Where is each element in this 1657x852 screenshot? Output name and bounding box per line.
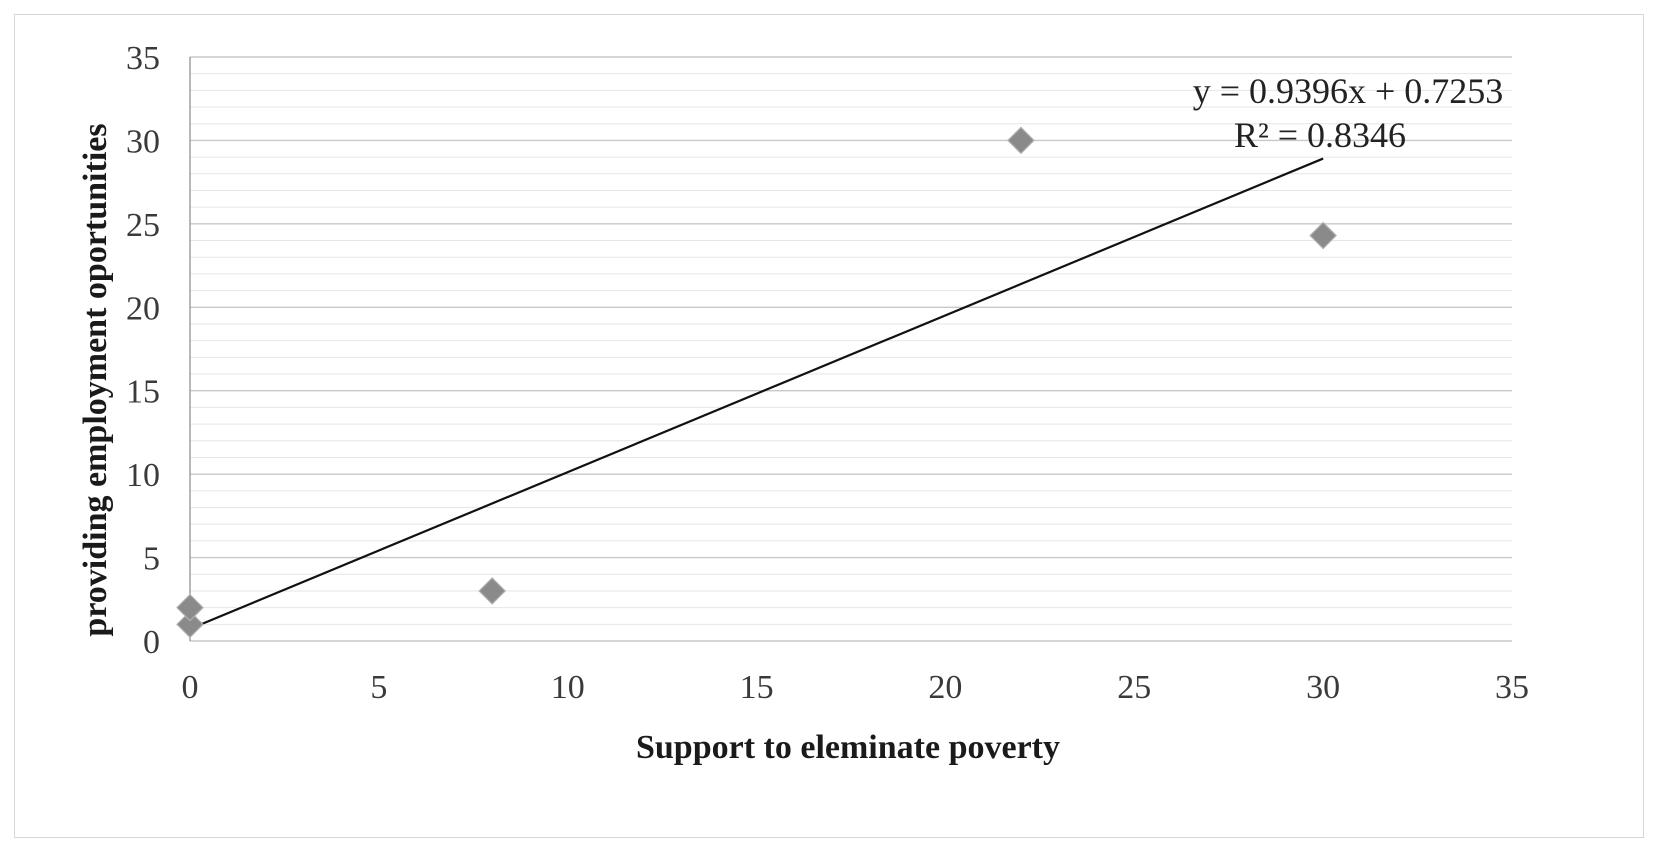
x-tick-label: 35 xyxy=(1495,669,1529,706)
x-tick-label: 15 xyxy=(740,669,774,706)
data-point-marker xyxy=(478,577,507,605)
x-axis-title: Support to eleminate poverty xyxy=(636,729,1060,766)
y-tick-label: 20 xyxy=(126,290,160,327)
y-tick-label: 25 xyxy=(126,207,160,244)
y-tick-label: 10 xyxy=(126,457,160,494)
trendline xyxy=(189,157,1324,630)
trendline-equation: y = 0.9396x + 0.7253 xyxy=(1193,71,1504,111)
y-tick-label: 30 xyxy=(126,123,160,160)
y-tick-label: 35 xyxy=(126,40,160,77)
chart-frame xyxy=(14,14,1644,838)
r-squared-label: R² = 0.8346 xyxy=(1234,115,1406,155)
x-tick-label: 10 xyxy=(551,669,585,706)
data-point-marker xyxy=(1309,221,1337,250)
data-points xyxy=(176,126,1337,639)
data-point-marker xyxy=(176,593,204,622)
y-axis-ticks: 0 5 10 15 20 25 30 35 xyxy=(126,40,160,661)
x-tick-label: 20 xyxy=(928,669,962,706)
x-tick-label: 25 xyxy=(1117,669,1151,706)
grid-lines xyxy=(190,56,1512,642)
data-point-marker xyxy=(1007,126,1035,155)
x-axis-ticks: 0 5 10 15 20 25 30 35 xyxy=(182,669,1530,706)
y-tick-label: 15 xyxy=(126,374,160,411)
data-point-marker xyxy=(176,610,204,639)
trendline-group xyxy=(189,157,1324,630)
y-axis-title: providing employment oportunities xyxy=(77,123,114,636)
y-tick-label: 5 xyxy=(143,541,160,578)
x-tick-label: 30 xyxy=(1306,669,1340,706)
y-tick-label: 0 xyxy=(143,624,160,661)
x-tick-label: 0 xyxy=(182,669,199,706)
x-tick-label: 5 xyxy=(370,669,387,706)
